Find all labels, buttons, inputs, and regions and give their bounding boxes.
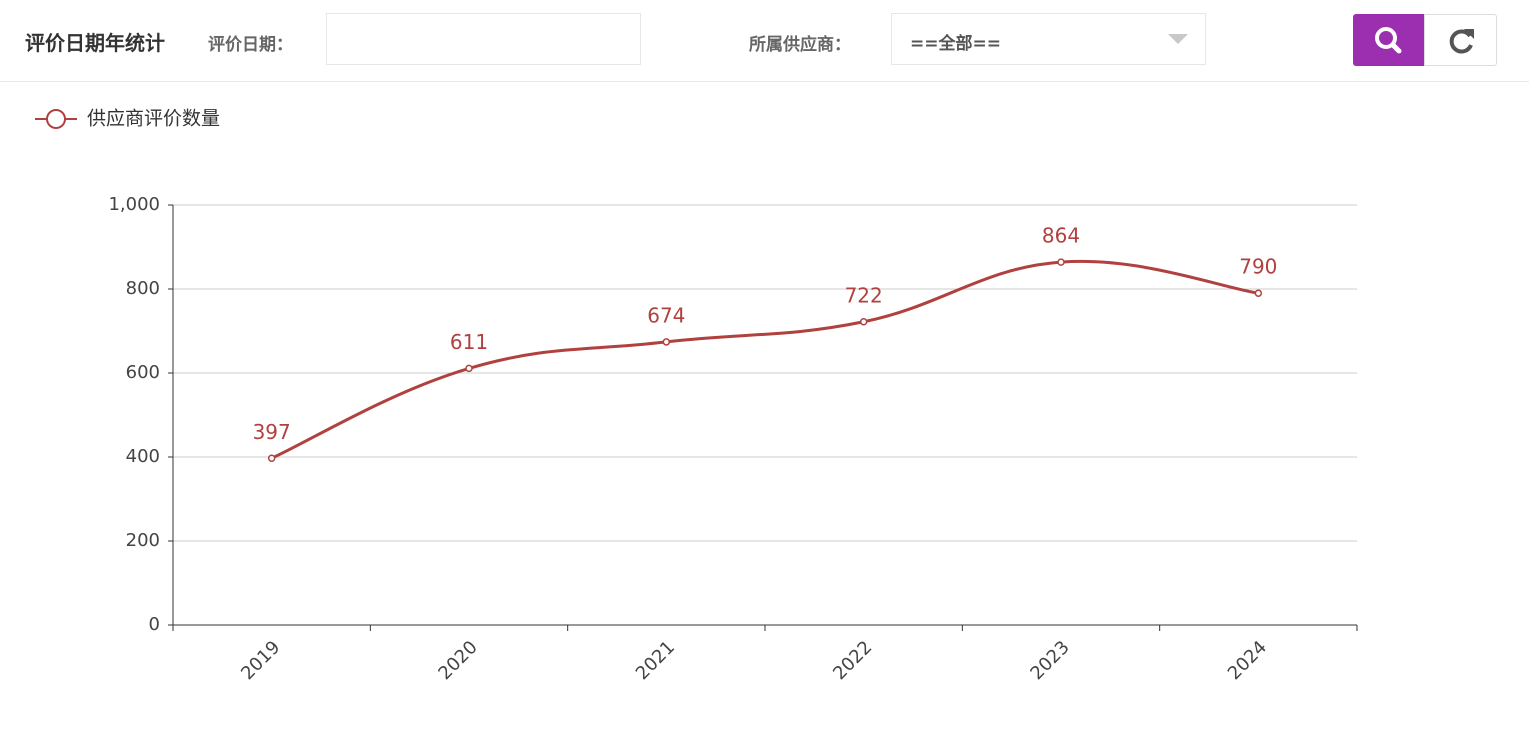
x-tick-label: 2023 — [1026, 637, 1073, 684]
page-title: 评价日期年统计 — [25, 31, 165, 55]
data-label: 722 — [845, 283, 883, 307]
search-icon — [1375, 27, 1402, 54]
y-tick-label: 0 — [149, 614, 160, 635]
x-tick-label: 2020 — [434, 637, 481, 684]
y-tick-label: 400 — [126, 446, 160, 467]
point — [1057, 258, 1065, 266]
point — [1254, 289, 1263, 297]
data-label: 864 — [1042, 224, 1080, 248]
x-tick-label: 2024 — [1224, 637, 1271, 684]
x-tick-label: 2022 — [829, 637, 876, 684]
y-tick-label: 1,000 — [108, 194, 160, 215]
select-value: ==全部== — [910, 34, 1001, 54]
data-label: 790 — [1239, 255, 1277, 279]
dropdown-caret — [1168, 34, 1188, 44]
data-label: 674 — [647, 303, 685, 327]
point — [267, 454, 276, 463]
point — [662, 338, 671, 346]
chart: 0 200 400 600 800 1,000 2019 2020 2021 2022 2023 20… — [35, 108, 1358, 684]
data-label: 397 — [253, 420, 291, 444]
date-label: 评价日期： — [208, 35, 293, 55]
legend-label[interactable]: 供应商评价数量 — [87, 108, 220, 130]
y-tick-label: 800 — [126, 278, 160, 299]
legend-marker — [46, 109, 66, 129]
point — [465, 364, 473, 373]
data-label: 611 — [450, 330, 488, 354]
x-tick-label: 2021 — [632, 637, 679, 684]
supplier-label: 所属供应商： — [749, 35, 851, 55]
toolbar: 评价日期年统计 评价日期： 所属供应商： ==全部== — [0, 0, 1529, 82]
supplier-select[interactable]: ==全部== — [891, 13, 1206, 65]
search-button[interactable] — [1353, 14, 1425, 66]
y-tick-label: 200 — [126, 530, 160, 551]
point — [859, 318, 868, 326]
date-input[interactable] — [326, 13, 641, 65]
reset-button[interactable] — [1424, 14, 1497, 66]
line — [271, 259, 1259, 460]
y-tick-label: 600 — [126, 362, 160, 383]
refresh-icon — [1449, 29, 1474, 54]
x-tick-label: 2019 — [237, 637, 284, 684]
